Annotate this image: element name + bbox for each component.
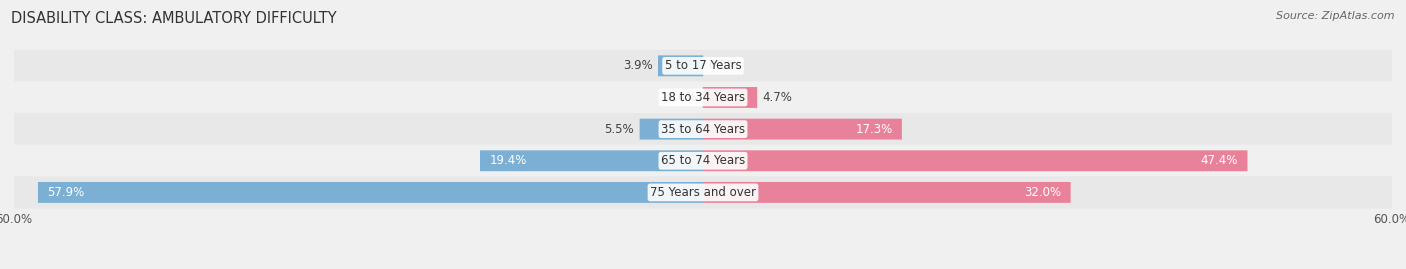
Text: 3.9%: 3.9% [623, 59, 652, 72]
Text: DISABILITY CLASS: AMBULATORY DIFFICULTY: DISABILITY CLASS: AMBULATORY DIFFICULTY [11, 11, 337, 26]
Text: 17.3%: 17.3% [855, 123, 893, 136]
FancyBboxPatch shape [479, 150, 703, 171]
FancyBboxPatch shape [658, 55, 703, 76]
Text: Source: ZipAtlas.com: Source: ZipAtlas.com [1277, 11, 1395, 21]
Text: 0.0%: 0.0% [709, 59, 738, 72]
Text: 4.7%: 4.7% [762, 91, 793, 104]
FancyBboxPatch shape [640, 119, 703, 140]
FancyBboxPatch shape [38, 182, 703, 203]
Text: 5 to 17 Years: 5 to 17 Years [665, 59, 741, 72]
FancyBboxPatch shape [14, 176, 1392, 208]
FancyBboxPatch shape [14, 50, 1392, 82]
FancyBboxPatch shape [14, 81, 1392, 114]
Text: 47.4%: 47.4% [1201, 154, 1239, 167]
FancyBboxPatch shape [703, 87, 758, 108]
Text: 19.4%: 19.4% [489, 154, 527, 167]
Text: 18 to 34 Years: 18 to 34 Years [661, 91, 745, 104]
FancyBboxPatch shape [703, 182, 1070, 203]
Text: 35 to 64 Years: 35 to 64 Years [661, 123, 745, 136]
FancyBboxPatch shape [703, 150, 1247, 171]
Text: 57.9%: 57.9% [48, 186, 84, 199]
Text: 32.0%: 32.0% [1024, 186, 1062, 199]
FancyBboxPatch shape [703, 119, 901, 140]
Text: 65 to 74 Years: 65 to 74 Years [661, 154, 745, 167]
FancyBboxPatch shape [14, 113, 1392, 145]
FancyBboxPatch shape [14, 145, 1392, 177]
Text: 75 Years and over: 75 Years and over [650, 186, 756, 199]
Text: 0.0%: 0.0% [668, 91, 697, 104]
Text: 5.5%: 5.5% [605, 123, 634, 136]
Legend: Male, Female: Male, Female [636, 266, 770, 269]
